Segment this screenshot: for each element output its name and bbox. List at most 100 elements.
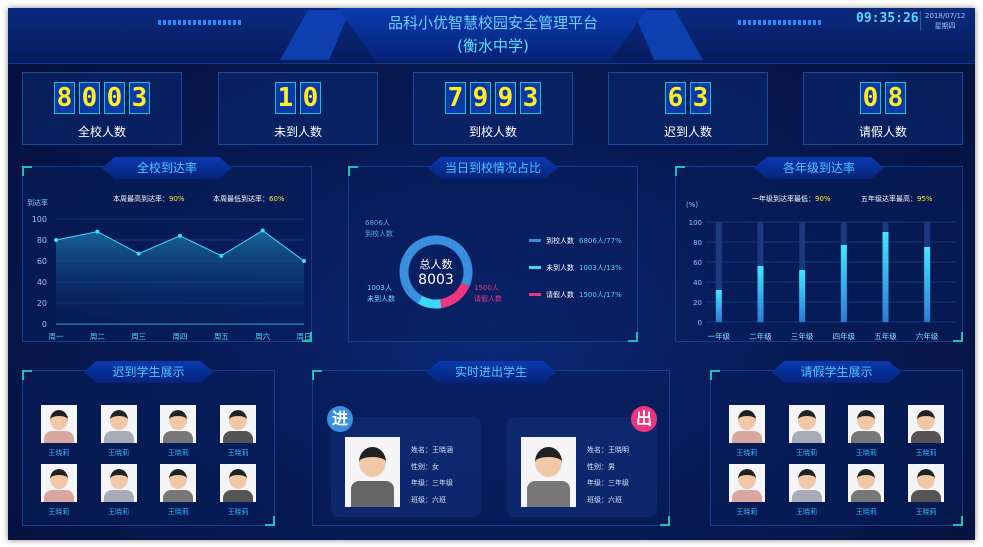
x-tick-label: 四年级 (833, 331, 856, 341)
weekly-low: 本周最低到达率：60% (213, 195, 285, 203)
student-item[interactable]: 王晓莉 (777, 405, 837, 458)
data-point[interactable] (95, 229, 100, 234)
student-field: 年级：三年级 (587, 479, 629, 487)
school-name: (衡水中学) (457, 37, 529, 55)
header: 品科小优智慧校园安全管理平台 (衡水中学) 09:35:26 2018/07/1… (8, 8, 975, 64)
student-name: 王晓莉 (736, 508, 758, 516)
student-item[interactable]: 王晓莉 (837, 405, 897, 458)
student-photo (848, 464, 885, 502)
data-point[interactable] (178, 233, 182, 238)
x-tick-label: 五年级 (874, 331, 897, 341)
pie-panel: 当日到校情况占比 总人数 8003 6806人 到校人数 到校人数 6806人/77% 10… (348, 157, 638, 342)
student-item[interactable]: 王晓莉 (777, 464, 837, 517)
late-students-panel: 迟到学生展示 王晓莉 王晓莉 王晓莉 王晓莉 王晓莉 王晓莉 王晓莉 王晓莉 (22, 361, 275, 526)
donut-slice[interactable] (399, 235, 473, 304)
x-tick-label: 周二 (90, 332, 105, 341)
grade-panel: 各年级到达率 一年级到达率最低：90% 五年级达率最高：95% (%) 0 20 40… (675, 157, 963, 342)
student-field: 性别：男 (587, 462, 615, 471)
student-item[interactable]: 王晓莉 (29, 405, 89, 458)
student-photo (521, 437, 576, 507)
y-axis-label: 到达率 (27, 198, 48, 207)
student-item[interactable]: 王晓莉 (896, 464, 956, 517)
y-tick-label: 60 (37, 257, 47, 266)
student-name: 王晓莉 (108, 508, 130, 516)
legend-swatch (529, 293, 541, 296)
bar[interactable] (882, 232, 889, 322)
student-field: 年级：三年级 (411, 479, 453, 487)
bar[interactable] (715, 290, 722, 322)
x-tick-label: 周三 (131, 332, 146, 341)
student-item[interactable]: 王晓莉 (837, 464, 897, 517)
leave-student-grid: 王晓莉 王晓莉 王晓莉 王晓莉 王晓莉 王晓莉 王晓莉 王晓莉 (717, 405, 956, 517)
data-point[interactable] (136, 251, 141, 256)
x-tick-label: 周四 (173, 332, 188, 341)
data-point[interactable] (260, 228, 265, 233)
bar[interactable] (840, 245, 847, 322)
page-title: 品科小优智慧校园安全管理平台 (387, 14, 598, 32)
student-item[interactable]: 王晓莉 (208, 464, 268, 517)
digit: 0 (104, 82, 125, 114)
y-tick-label: 20 (37, 299, 47, 308)
student-name: 王晓莉 (48, 449, 70, 457)
grade-bar-chart: (%) 0 20 40 60 80 100 一年级 二年级 三年级 四年级 五年级 六年级 (686, 201, 956, 341)
grade-high: 五年级达率最高：95% (861, 195, 933, 203)
data-point[interactable] (219, 253, 224, 258)
legend-value: 6806人/77% (579, 237, 622, 245)
student-item[interactable]: 王晓莉 (717, 405, 777, 458)
student-photo (100, 464, 137, 502)
student-name: 王晓莉 (796, 449, 818, 457)
donut-slice[interactable] (439, 282, 470, 309)
data-point[interactable] (302, 259, 306, 263)
bar[interactable] (757, 266, 764, 322)
entry-card[interactable]: 姓名：王晓涵 性别：女 年级：三年级 班级：六班 (331, 417, 481, 517)
digit: 7 (445, 82, 466, 114)
donut-slice[interactable] (417, 295, 442, 309)
student-name: 王晓莉 (167, 449, 189, 457)
digit: 8 (54, 82, 75, 114)
digit: 0 (860, 82, 881, 114)
legend-name: 未到人数 (546, 263, 574, 272)
leave-students-panel: 请假学生展示 王晓莉 王晓莉 王晓莉 王晓莉 王晓莉 王晓莉 王晓莉 王晓莉 (710, 361, 963, 526)
y-tick-label: 100 (689, 219, 702, 227)
bar[interactable] (799, 270, 806, 322)
data-point[interactable] (54, 238, 58, 242)
student-item[interactable]: 王晓莉 (89, 405, 149, 458)
entry-badge: 进 (327, 406, 353, 432)
legend-swatch (529, 266, 541, 269)
student-name: 王晓莉 (855, 508, 877, 516)
slice-value-label: 1500人 (474, 284, 499, 292)
student-photo (220, 464, 257, 502)
x-tick-label: 周一 (49, 332, 64, 341)
legend-swatch (529, 239, 541, 242)
x-tick-label: 周日 (297, 332, 312, 341)
student-item[interactable]: 王晓莉 (717, 464, 777, 517)
digit: 3 (520, 82, 541, 114)
digit: 9 (495, 82, 516, 114)
student-photo (788, 405, 825, 443)
x-tick-label: 六年级 (916, 331, 939, 341)
digit: 3 (129, 82, 150, 114)
area-fill (56, 230, 304, 324)
y-tick-label: 80 (693, 239, 702, 247)
bar[interactable] (924, 247, 931, 322)
student-photo (220, 405, 257, 443)
student-photo (848, 405, 885, 443)
header-decoration (158, 20, 243, 25)
student-item[interactable]: 王晓莉 (89, 464, 149, 517)
grade-low: 一年级到达率最低：90% (752, 195, 831, 203)
center-label: 总人数 (420, 257, 453, 271)
student-item[interactable]: 王晓莉 (149, 405, 209, 458)
student-item[interactable]: 王晓莉 (896, 405, 956, 458)
student-item[interactable]: 王晓莉 (149, 464, 209, 517)
student-item[interactable]: 王晓莉 (208, 405, 268, 458)
y-tick-label: 40 (37, 278, 47, 287)
late-student-grid: 王晓莉 王晓莉 王晓莉 王晓莉 王晓莉 王晓莉 王晓莉 王晓莉 (29, 405, 268, 517)
rate-line-chart: 到达率 0 20 40 60 80 100 周一 周二 周三 周四 周五 周六 周日 (27, 198, 312, 341)
slice-name-label: 未到人数 (367, 294, 395, 303)
exit-card[interactable]: 姓名：王晓明 性别：男 年级：三年级 班级：六班 (507, 417, 657, 517)
student-item[interactable]: 王晓莉 (29, 464, 89, 517)
panel-title: 各年级到达率 (754, 157, 884, 179)
x-tick-label: 一年级 (708, 331, 731, 341)
